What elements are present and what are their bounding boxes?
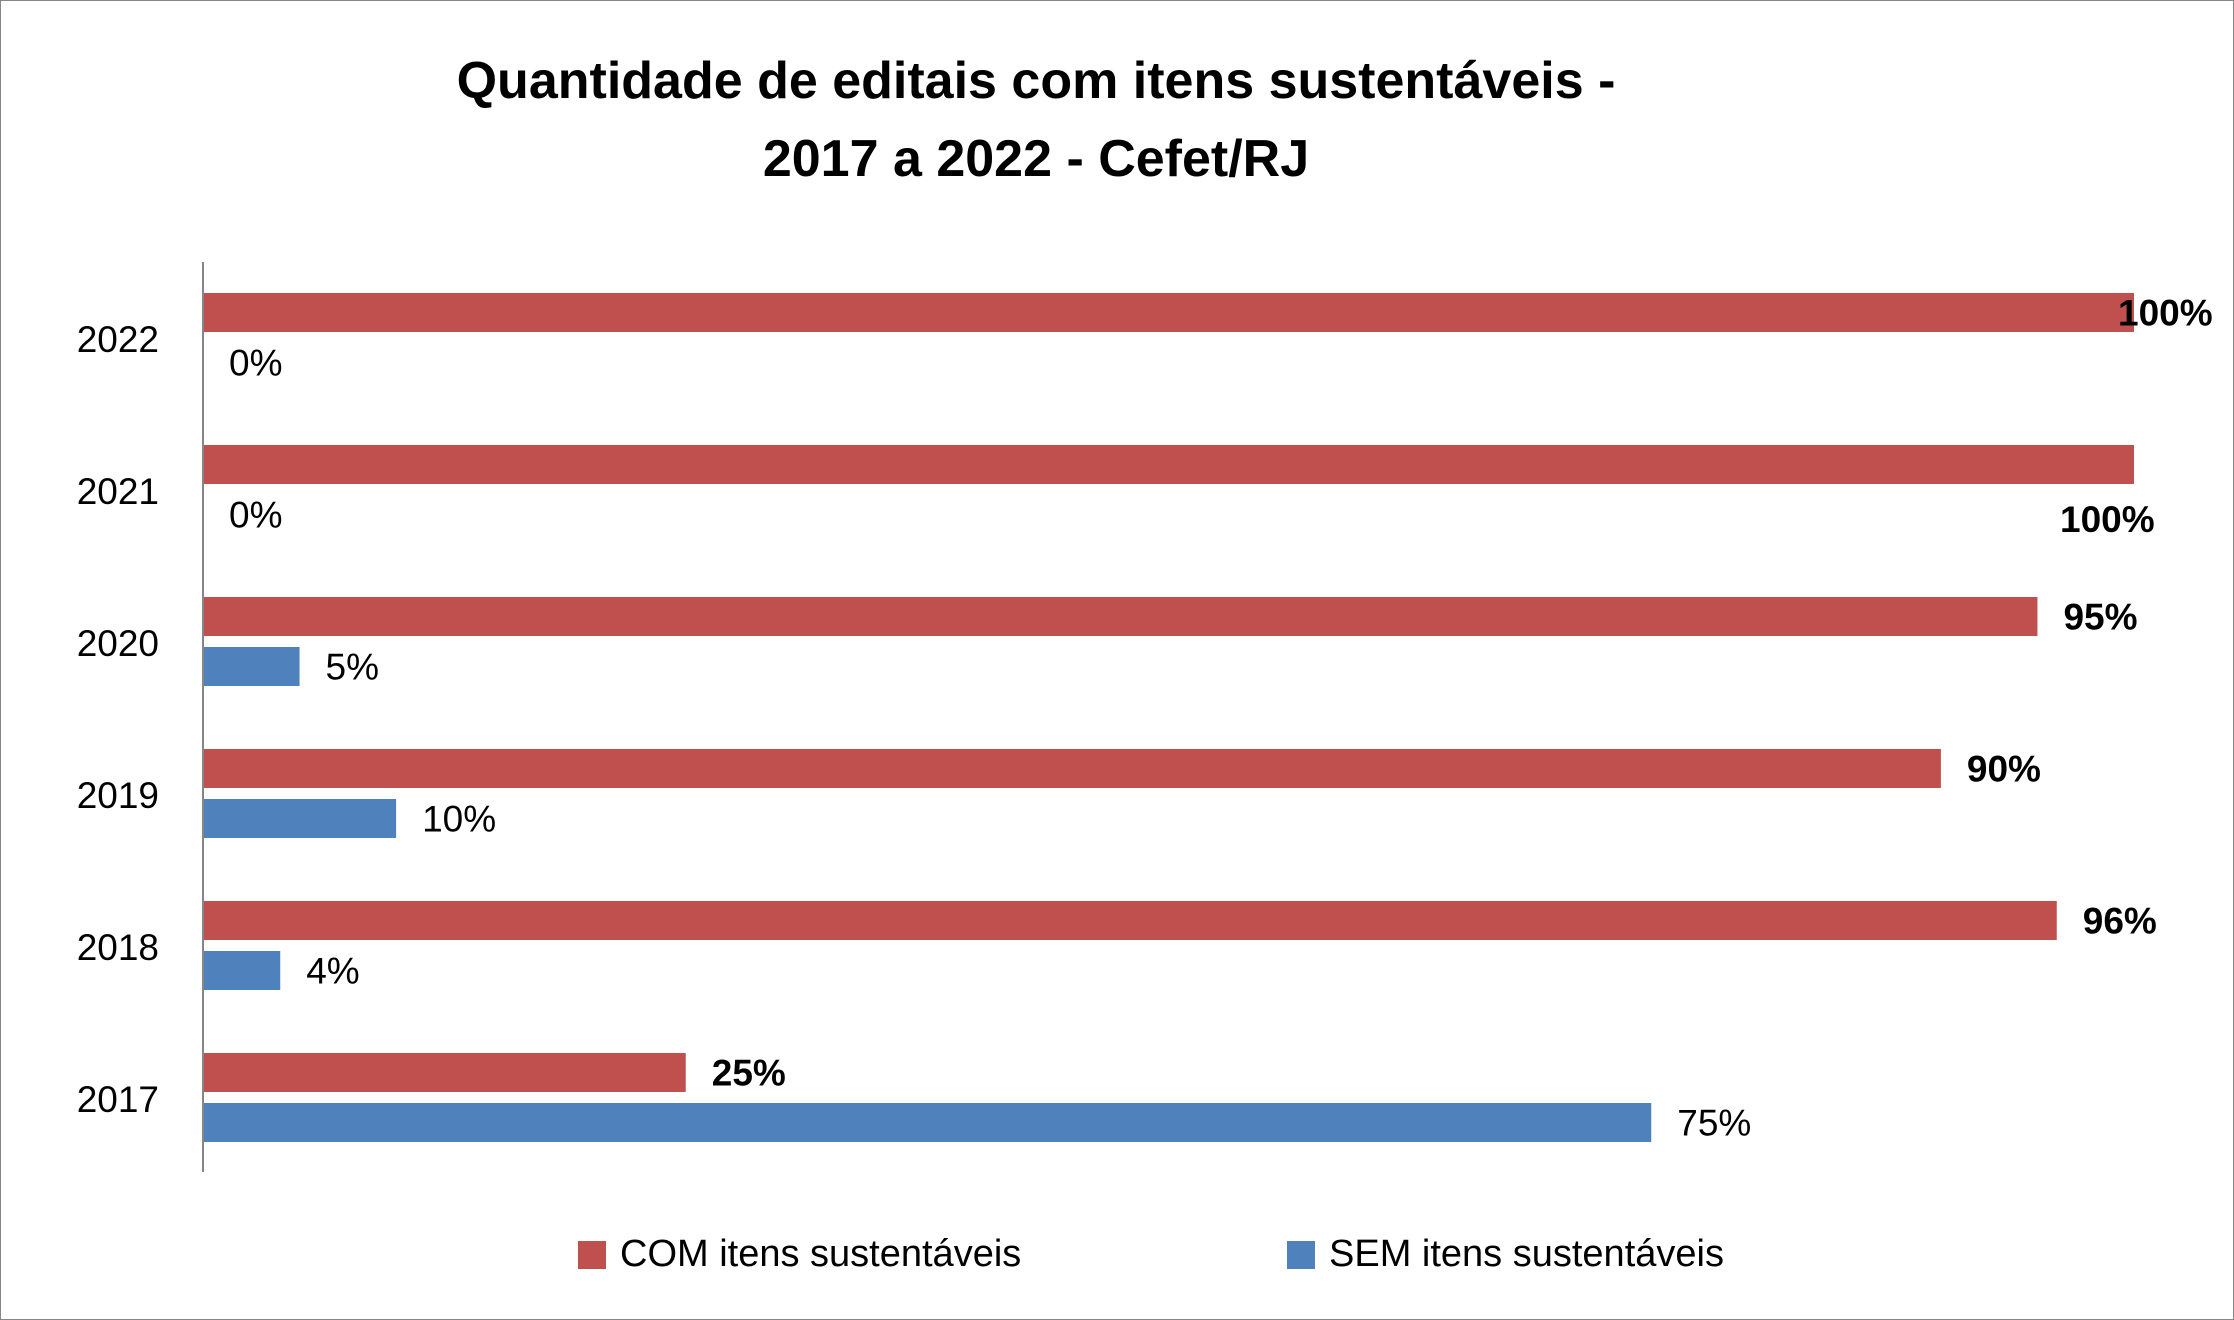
bar-sem bbox=[203, 647, 300, 686]
data-label-com: 95% bbox=[2063, 597, 2137, 638]
data-label-sem: 10% bbox=[422, 799, 496, 840]
bar-com bbox=[203, 749, 1941, 788]
y-tick-label: 2020 bbox=[77, 623, 159, 664]
data-label-com: 96% bbox=[2083, 901, 2157, 942]
y-tick-label: 2018 bbox=[77, 927, 159, 968]
data-label-sem: 5% bbox=[326, 647, 379, 688]
data-label-com: 25% bbox=[712, 1053, 786, 1094]
bar-sem bbox=[203, 799, 397, 838]
data-label-com: 100% bbox=[2060, 499, 2155, 540]
y-tick-label: 2019 bbox=[77, 775, 159, 816]
chart-title-line-2: 2017 a 2022 - Cefet/RJ bbox=[762, 130, 1310, 188]
legend-item-sem: SEM itens sustentáveis bbox=[1287, 1233, 1724, 1276]
bar-sem bbox=[203, 951, 281, 990]
bar-com bbox=[203, 901, 2057, 940]
data-label-sem: 4% bbox=[306, 951, 359, 992]
data-label-sem: 0% bbox=[229, 495, 282, 536]
data-label-sem: 75% bbox=[1677, 1103, 1751, 1144]
legend-label-com: COM itens sustentáveis bbox=[620, 1233, 1022, 1275]
y-tick-label: 2017 bbox=[77, 1079, 159, 1120]
y-tick-label: 2021 bbox=[77, 471, 159, 512]
chart-title-line-1: Quantidade de editais com itens sustentá… bbox=[456, 52, 1616, 110]
bar-com bbox=[203, 445, 2134, 484]
data-label-sem: 0% bbox=[229, 343, 282, 384]
bar-sem bbox=[203, 1103, 1652, 1142]
legend-swatch-com bbox=[578, 1240, 606, 1269]
legend-swatch-sem bbox=[1287, 1240, 1315, 1269]
legend-item-com: COM itens sustentáveis bbox=[578, 1233, 1021, 1276]
data-label-com: 100% bbox=[2118, 293, 2213, 334]
legend-label-sem: SEM itens sustentáveis bbox=[1329, 1233, 1724, 1275]
bar-com bbox=[203, 597, 2038, 636]
data-label-com: 90% bbox=[1967, 749, 2041, 790]
bar-com bbox=[203, 1053, 686, 1092]
bar-com bbox=[203, 293, 2134, 332]
y-tick-label: 2022 bbox=[77, 319, 159, 360]
